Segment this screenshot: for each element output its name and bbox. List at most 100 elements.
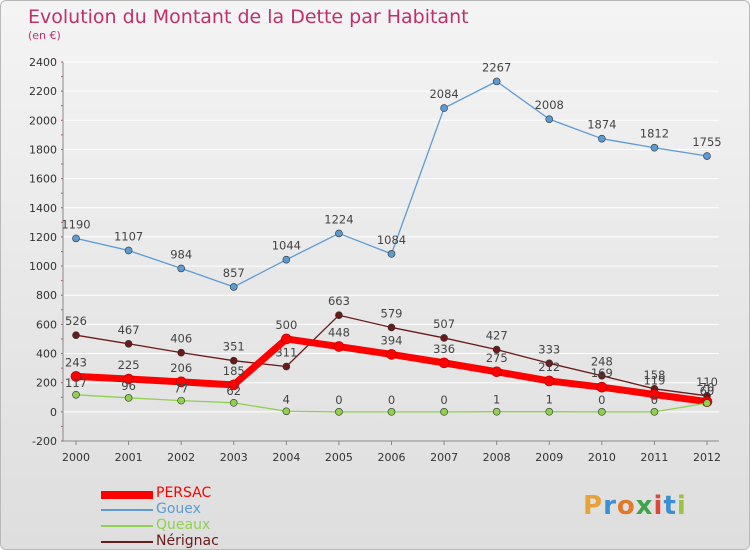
data-point [229,283,238,291]
data-point [282,362,291,371]
data-point [492,77,501,86]
data-point [282,255,291,264]
data-point [387,250,396,258]
data-label: 119 [643,373,665,387]
data-point [598,371,606,380]
data-label: 427 [486,329,508,343]
y-tick-label: 600 [36,318,57,331]
data-point [335,311,343,320]
data-label: 1224 [324,212,353,226]
x-tick-label: 2005 [325,451,353,464]
data-label: 0 [335,393,342,407]
data-label: 1107 [114,229,143,243]
data-label: 2008 [535,98,564,112]
y-tick-label: 2000 [29,114,57,127]
x-tick-label: 2009 [535,451,563,464]
data-label: 158 [643,368,665,382]
data-label: 1 [546,393,553,407]
data-point [703,399,711,407]
legend-swatch [101,491,153,499]
data-label: 579 [381,306,403,320]
data-label: 1190 [61,217,90,231]
data-label: 275 [486,351,508,365]
data-point [228,379,240,391]
data-point [596,381,608,393]
data-point [440,408,448,416]
data-label: 169 [591,366,613,380]
legend-label: Nérignac [156,533,219,549]
data-point [703,152,711,160]
data-point [70,371,82,382]
data-point [386,349,397,360]
data-label: 243 [65,355,87,369]
data-point [229,356,238,365]
data-label: 4 [283,392,290,406]
data-point [229,399,238,407]
data-label: 500 [275,318,297,332]
data-point [492,345,501,354]
data-point [387,323,396,332]
data-label: 2267 [482,60,511,74]
x-tick-label: 2012 [693,451,721,464]
data-label: 117 [65,376,87,390]
data-label: 336 [433,342,455,356]
x-tick-label: 2006 [378,451,406,464]
data-label: 1044 [272,239,301,253]
legend-item-queaux: Queaux [101,517,301,534]
data-label: 96 [121,379,136,393]
legend-label: Queaux [156,517,211,533]
y-tick-label: 2400 [29,56,57,69]
data-label: 0 [440,393,447,407]
x-tick-label: 2003 [220,451,248,464]
data-point [282,407,291,416]
data-label: 77 [174,382,189,396]
data-label: 351 [223,340,245,354]
data-point [650,143,659,152]
y-tick-label: -200 [32,435,57,448]
x-tick-label: 2008 [483,451,511,464]
y-tick-label: 1200 [29,231,57,244]
data-point [650,408,659,416]
data-point [440,334,448,342]
y-tick-label: 1000 [29,260,57,273]
y-tick-label: 0 [50,406,57,419]
data-label: 311 [275,346,297,360]
legend-swatch [101,541,153,543]
legend-swatch [101,509,153,511]
y-tick-label: 1800 [29,143,57,156]
data-label: 212 [538,360,560,374]
legend-item-persac: PERSAC [101,485,301,502]
data-point [598,408,606,416]
data-point [177,348,185,357]
proxiti-logo: Proxiti [583,491,687,521]
data-label: 206 [170,361,192,375]
data-label: 248 [591,355,613,369]
y-tick-label: 1400 [29,202,57,215]
y-tick-label: 800 [36,289,57,302]
y-tick-label: 200 [36,377,57,390]
data-point [545,115,554,123]
data-point [177,396,185,405]
x-tick-label: 2011 [640,451,668,464]
data-point [124,394,133,402]
data-point [177,264,185,273]
data-point [333,341,345,352]
x-tick-label: 2004 [272,451,300,464]
data-label: 0 [598,393,605,407]
data-label: 60 [700,384,715,398]
data-label: 1084 [377,233,406,247]
x-tick-label: 2010 [588,451,616,464]
data-point [72,331,80,339]
legend-label: PERSAC [156,485,212,501]
data-point [72,234,80,243]
data-label: 185 [223,364,245,378]
data-label: 2084 [429,87,458,101]
data-point [123,373,134,385]
data-label: 857 [223,266,245,280]
x-tick-label: 2001 [115,451,143,464]
x-tick-label: 2007 [430,451,458,464]
data-label: 984 [170,247,192,261]
data-point [175,376,187,388]
